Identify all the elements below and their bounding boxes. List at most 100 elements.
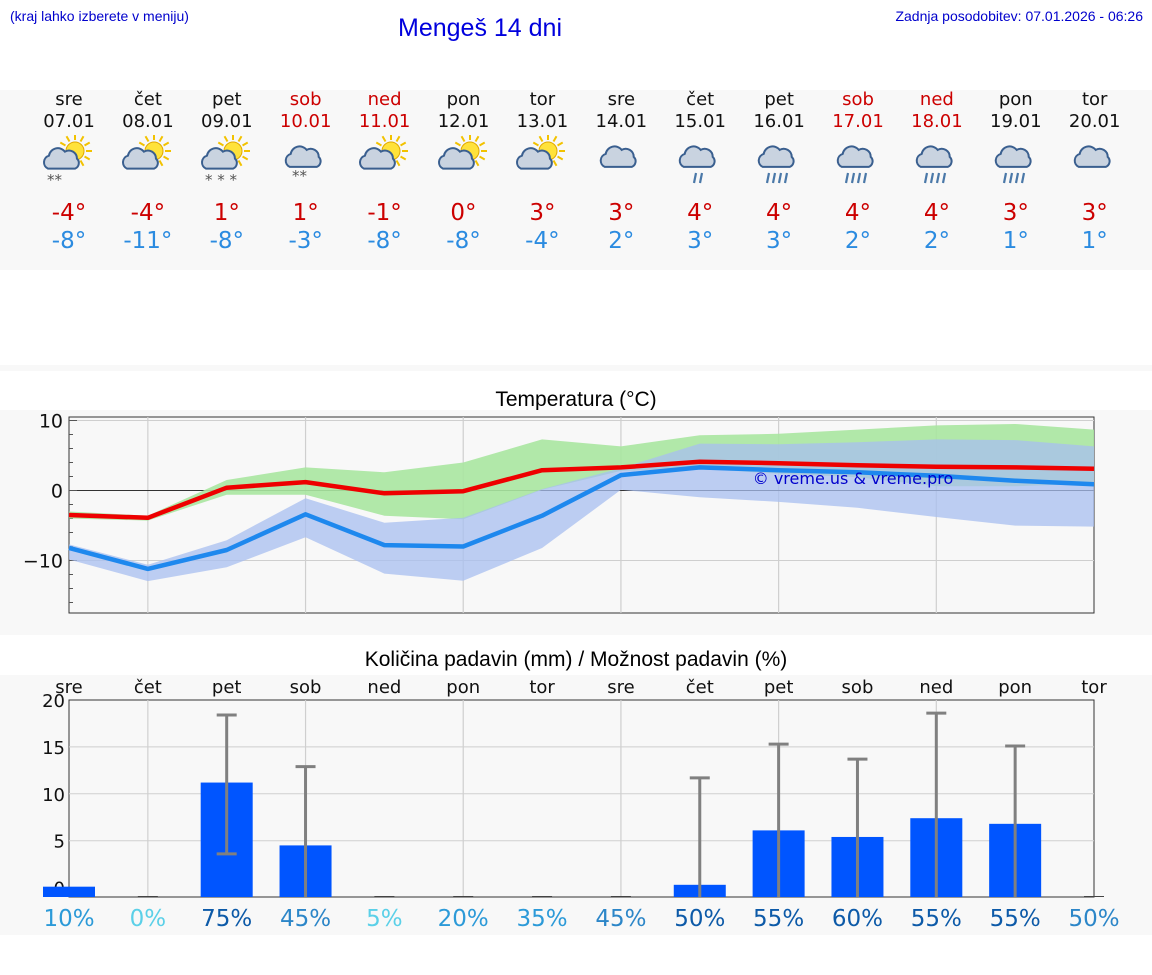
x-tick-label: pon bbox=[998, 677, 1032, 698]
day-name: čet bbox=[133, 89, 162, 110]
day-column: tor 20.01 3° 1° bbox=[1055, 89, 1134, 255]
min-temperature: 2° bbox=[923, 228, 950, 254]
x-tick-label: pet bbox=[764, 677, 794, 698]
day-column: pon 12.01 0° -8° bbox=[424, 89, 503, 255]
y-tick-label: 5 bbox=[54, 832, 65, 853]
min-temperature: 3° bbox=[687, 228, 714, 254]
max-temperature: 4° bbox=[687, 200, 714, 226]
min-temperature: -8° bbox=[51, 228, 87, 254]
day-name: tor bbox=[1081, 89, 1108, 110]
day-date: 13.01 bbox=[516, 111, 569, 132]
min-temperature: 1° bbox=[1081, 228, 1108, 254]
watermark: © vreme.us & vreme.pro bbox=[753, 469, 954, 488]
partly-sunny-light-snow-icon: ** bbox=[43, 135, 92, 189]
precipitation-probability: 45% bbox=[280, 906, 331, 932]
max-temperature: 3° bbox=[608, 200, 635, 226]
last-updated: Zadnja posodobitev: 07.01.2026 - 06:26 bbox=[895, 8, 1143, 24]
cloudy-rain-icon bbox=[994, 145, 1032, 184]
max-temperature: 4° bbox=[766, 200, 793, 226]
precipitation-probability: 10% bbox=[43, 906, 94, 932]
day-name: tor bbox=[529, 89, 556, 110]
day-column: sre 07.01 ** -4° -8° bbox=[30, 89, 109, 255]
forecast-panel bbox=[0, 90, 1152, 270]
precipitation-probability: 35% bbox=[517, 906, 568, 932]
y-tick-label: 15 bbox=[42, 738, 65, 759]
day-name: sre bbox=[607, 89, 636, 110]
day-date: 20.01 bbox=[1068, 111, 1121, 132]
day-column: sre 14.01 3° 2° bbox=[582, 89, 661, 255]
precipitation-chart: sre čet pet sob ned pon tor sre čet pet sob ned pon t… bbox=[42, 677, 1119, 932]
max-temperature: 1° bbox=[292, 200, 319, 226]
max-temperature: 3° bbox=[1002, 200, 1029, 226]
precipitation-chart-title: Količina padavin (mm) / Možnost padavin … bbox=[364, 648, 788, 671]
min-temperature: -11° bbox=[123, 228, 173, 254]
max-temperature: -4° bbox=[51, 200, 87, 226]
x-tick-label: sre bbox=[607, 677, 634, 698]
partly-sunny-icon bbox=[358, 135, 408, 170]
min-temperature: 2° bbox=[608, 228, 635, 254]
max-temperature-line bbox=[68, 459, 1095, 521]
precipitation-probability: 55% bbox=[911, 906, 962, 932]
min-temperature: -8° bbox=[446, 228, 481, 254]
min-temperature: -4° bbox=[525, 228, 560, 254]
cloudy-icon bbox=[1073, 145, 1111, 168]
day-date: 14.01 bbox=[595, 111, 648, 132]
precipitation-probability: 50% bbox=[1068, 906, 1119, 932]
x-tick-label: pon bbox=[446, 677, 480, 698]
x-tick-label: tor bbox=[529, 677, 555, 698]
day-name: ned bbox=[919, 89, 954, 110]
precipitation-probability: 45% bbox=[595, 906, 646, 932]
max-temperature: 4° bbox=[844, 200, 872, 226]
day-name: sob bbox=[289, 89, 322, 110]
cloudy-rain-icon bbox=[915, 145, 953, 184]
x-tick-label: čet bbox=[686, 677, 714, 698]
day-date: 17.01 bbox=[832, 111, 884, 132]
day-name: sre bbox=[55, 89, 83, 110]
y-tick-label: 10 bbox=[39, 411, 63, 433]
day-date: 10.01 bbox=[279, 111, 332, 132]
day-column: pet 16.01 4° 3° bbox=[740, 89, 819, 255]
temperature-chart: 10 0 −10 © vreme.us & vreme.pro bbox=[23, 411, 1095, 614]
day-name: pet bbox=[212, 89, 242, 110]
min-temperature: 2° bbox=[844, 228, 872, 254]
day-column: sob 10.01 ** 1° -3° bbox=[266, 89, 345, 255]
day-date: 08.01 bbox=[122, 111, 174, 132]
page-title: Mengeš 14 dni bbox=[398, 14, 563, 42]
day-date: 07.01 bbox=[43, 111, 95, 132]
svg-text:**: ** bbox=[292, 167, 308, 185]
precipitation-probability: 55% bbox=[753, 906, 804, 932]
min-temperature-line bbox=[68, 465, 1095, 572]
min-temperature: 3° bbox=[766, 228, 793, 254]
day-column: tor 13.01 3° -4° bbox=[503, 89, 582, 255]
min-temperature-range bbox=[69, 439, 1094, 582]
day-column: ned 11.01 -1° -8° bbox=[345, 89, 424, 255]
cloudy-rain-icon bbox=[836, 145, 874, 184]
precipitation-probability: 50% bbox=[674, 906, 725, 932]
partly-sunny-icon bbox=[437, 135, 487, 170]
max-temperature: 3° bbox=[529, 200, 556, 226]
day-column: čet 15.01 4° 3° bbox=[661, 89, 740, 255]
y-tick-label: 0 bbox=[51, 481, 63, 503]
max-temperature: 4° bbox=[923, 200, 950, 226]
location-menu-hint[interactable]: (kraj lahko izberete v meniju) bbox=[10, 8, 189, 24]
precipitation-probability: 5% bbox=[366, 906, 403, 932]
day-date: 16.01 bbox=[753, 111, 805, 132]
day-name: ned bbox=[367, 89, 402, 110]
max-temperature: -4° bbox=[130, 200, 166, 226]
partly-sunny-icon bbox=[121, 135, 171, 170]
partly-sunny-snow-icon: * * * bbox=[200, 135, 250, 189]
cloudy-light-snow-icon: ** bbox=[284, 145, 322, 185]
day-column: čet 08.01 -4° -11° bbox=[108, 89, 187, 255]
max-temperature: -1° bbox=[367, 200, 402, 226]
x-tick-label: pet bbox=[212, 677, 242, 698]
day-column: pet 09.01 * * * 1° -8° bbox=[187, 89, 266, 255]
day-name: sob bbox=[842, 89, 874, 110]
day-date: 15.01 bbox=[674, 111, 726, 132]
x-tick-label: čet bbox=[134, 677, 162, 698]
day-column: pon 19.01 3° 1° bbox=[976, 89, 1055, 255]
y-tick-label: −10 bbox=[23, 551, 63, 573]
day-date: 19.01 bbox=[990, 111, 1042, 132]
precipitation-bar bbox=[43, 886, 95, 897]
partly-sunny-icon bbox=[516, 135, 566, 170]
min-temperature: 1° bbox=[1002, 228, 1029, 254]
